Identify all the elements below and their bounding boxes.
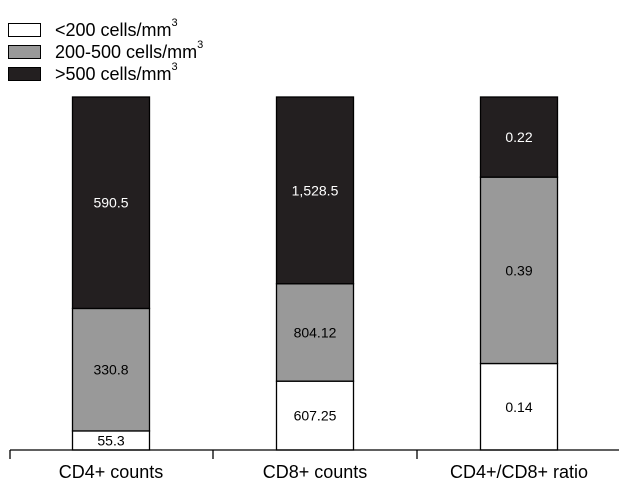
legend-label-mid-text: 200-500 cells/mm — [55, 42, 198, 62]
x-tick-label-2: CD4+/CD8+ ratio — [450, 462, 588, 482]
data-label-mid-0: 330.8 — [93, 362, 128, 378]
legend-label-low: <200 cells/mm3 — [55, 17, 178, 39]
data-label-high-0: 590.5 — [93, 195, 128, 211]
legend-item-high: >500 cells/mm3 — [8, 54, 308, 83]
bar-segment-mid-2 — [479, 176, 559, 365]
data-label-low-1: 607.25 — [294, 408, 337, 424]
legend-label-low-text: <200 cells/mm — [55, 20, 172, 40]
legend-item-low: <200 cells/mm3 — [8, 10, 308, 39]
x-tick-label-0: CD4+ counts — [59, 462, 164, 482]
legend-swatch-low — [8, 23, 41, 37]
legend-label-mid-sup: 3 — [197, 39, 204, 51]
data-label-high-1: 1,528.5 — [292, 182, 339, 198]
legend-label-low-sup: 3 — [171, 17, 178, 29]
data-label-high-2: 0.22 — [505, 129, 532, 145]
legend-label-mid: 200-500 cells/mm3 — [55, 39, 203, 61]
data-label-mid-1: 804.12 — [294, 324, 337, 340]
bar-segment-high-0 — [71, 96, 151, 310]
legend: <200 cells/mm3 200-500 cells/mm3 >500 ce… — [8, 10, 308, 83]
bar-segment-high-1 — [275, 96, 355, 285]
legend-label-high-text: >500 cells/mm — [55, 64, 172, 84]
legend-swatch-mid — [8, 45, 41, 59]
legend-swatch-high — [8, 67, 41, 81]
data-label-low-0: 55.3 — [97, 432, 124, 448]
legend-label-high-sup: 3 — [171, 61, 178, 73]
data-label-mid-2: 0.39 — [505, 262, 532, 278]
bar-segment-mid-1 — [275, 283, 355, 382]
legend-label-high: >500 cells/mm3 — [55, 61, 178, 83]
bar-segment-high-2 — [479, 96, 559, 178]
bar-segment-low-2 — [479, 362, 559, 451]
data-label-low-2: 0.14 — [505, 399, 532, 415]
legend-item-mid: 200-500 cells/mm3 — [8, 32, 308, 61]
x-tick-label-1: CD8+ counts — [263, 462, 368, 482]
